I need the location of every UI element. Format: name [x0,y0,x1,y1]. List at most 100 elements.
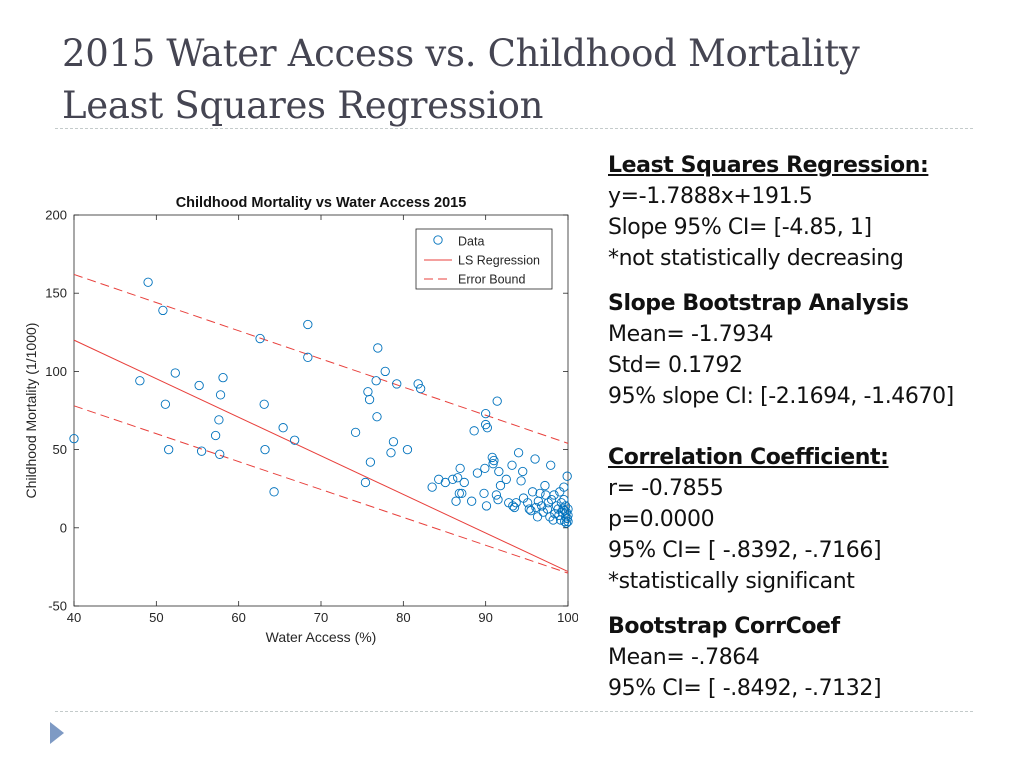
y-tick-label-5: 200 [45,208,67,223]
slide-title-line-2: Least Squares Regression [62,84,544,127]
data-point-6 [170,368,180,378]
data-point-7 [194,380,204,391]
data-point-35 [413,379,423,389]
ls-regression-heading: Least Squares Regression: [608,153,929,178]
data-point-53 [481,408,491,419]
correlation-ci: 95% CI= [ -.8392, -.7166] [608,538,882,563]
data-point-19 [290,435,300,445]
data-point-33 [392,379,402,389]
data-point-64 [501,474,511,484]
x-axis-label: Water Access (%) [266,629,377,645]
slope-bootstrap-std: Std= 0.1792 [608,353,743,378]
y-tick-label-3: 100 [45,364,67,379]
correlation-p: p=0.0000 [608,507,715,532]
y-axis-label: Childhood Mortality (1/1000) [23,323,39,499]
data-point-72 [518,466,528,477]
data-point-71 [516,476,526,486]
data-point-30 [380,366,390,377]
data-point-31 [386,448,396,458]
data-point-51 [480,463,490,474]
data-point-48 [469,426,479,436]
data-point-68 [509,502,520,513]
x-tick-label-2: 60 [231,610,245,625]
data-point-103 [559,482,569,492]
data-point-75 [524,504,534,514]
data-point-45 [457,488,467,499]
y-tick-label-1: 0 [60,520,67,535]
legend-marker-data [433,235,443,245]
stats-panel: Least Squares Regression: y=-1.7888x+191… [608,150,1020,718]
y-tick-label-2: 50 [53,442,67,457]
data-point-49 [472,468,483,478]
data-point-79 [531,502,541,513]
data-point-37 [427,482,437,492]
data-point-89 [545,512,555,522]
data-point-91 [546,494,557,505]
slope-bootstrap-mean: Mean= -1.7934 [608,322,774,347]
data-point-115 [563,510,573,520]
data-point-15 [259,399,269,409]
ls-slope-ci: Slope 95% CI= [-4.85, 1] [608,215,872,240]
data-point-41 [451,496,461,506]
data-point-88 [543,498,553,508]
data-point-66 [507,460,517,470]
data-point-26 [365,457,376,467]
data-point-28 [372,412,382,422]
data-point-38 [434,474,444,484]
y-tick-label-0: -50 [48,599,67,614]
data-point-22 [350,427,361,438]
data-point-14 [255,333,265,344]
ls-note: *not statistically decreasing [608,246,904,271]
data-point-10 [214,415,224,425]
data-point-83 [537,501,547,511]
slope-bootstrap-heading: Slope Bootstrap Analysis [608,291,909,316]
data-point-70 [513,448,524,458]
data-point-67 [508,501,518,511]
data-point-34 [402,444,413,455]
data-point-23 [360,477,371,488]
data-point-47 [467,496,477,506]
data-point-59 [491,490,502,500]
next-slide-arrow-icon[interactable] [50,722,64,744]
data-point-40 [448,474,458,484]
data-point-60 [492,396,502,406]
data-point-54 [481,501,492,511]
data-point-8 [196,446,207,456]
corrcoef-bootstrap-ci: 95% CI= [ -.8492, -.7132] [608,676,882,701]
data-point-107 [560,501,571,511]
data-point-113 [563,504,573,514]
data-point-104 [559,494,569,505]
x-tick-label-5: 90 [478,610,492,625]
data-point-12 [215,390,226,400]
data-point-32 [388,437,399,447]
data-point-46 [459,477,469,488]
x-tick-label-4: 80 [396,610,410,625]
data-point-61 [493,494,503,505]
correlation-heading: Correlation Coefficient: [608,445,889,470]
data-point-93 [549,490,559,500]
data-point-17 [269,487,279,497]
y-tick-label-4: 150 [45,286,67,301]
data-point-80 [532,512,543,522]
data-point-62 [494,466,504,477]
scatter-chart: 40 50 60 70 80 90 100 -50 0 50 100 150 200 Childhood … [23,195,578,645]
legend-label-0: Data [458,235,484,249]
slide-title: 2015 Water Access vs. Childhood Mortalit… [62,28,860,132]
data-point-2 [143,277,153,287]
data-point-9 [210,430,221,441]
data-point-21 [303,319,313,330]
corrcoef-bootstrap-block: Bootstrap CorrCoef Mean= -.7864 95% CI= … [608,611,1020,704]
data-point-85 [540,480,550,491]
x-tick-label-6: 100 [557,610,578,625]
data-point-25 [364,394,375,405]
data-point-63 [495,480,506,491]
correlation-block: Correlation Coefficient: r= -0.7855 p=0.… [608,442,1020,597]
data-point-58 [489,455,499,466]
data-point-76 [526,505,536,516]
data-point-105 [560,516,570,527]
x-tick-label-1: 50 [149,610,163,625]
data-point-0 [69,434,79,444]
data-point-16 [260,444,270,455]
correlation-note: *statistically significant [608,569,855,594]
slope-bootstrap-block: Slope Bootstrap Analysis Mean= -1.7934 S… [608,288,1020,412]
